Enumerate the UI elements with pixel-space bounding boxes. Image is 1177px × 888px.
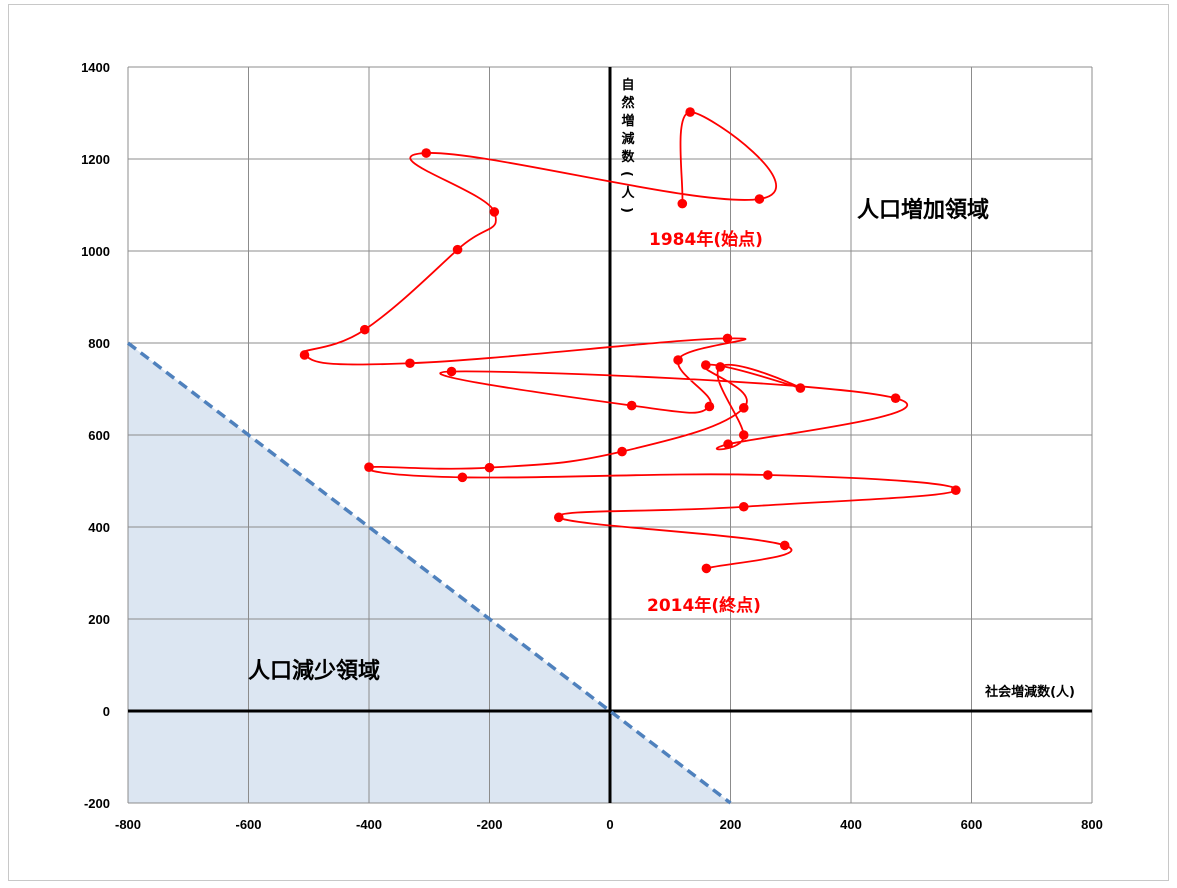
data-point [677,198,688,209]
start-annotation: 1984年(始点) [649,229,763,250]
data-point [795,383,806,393]
data-point [617,446,627,457]
y-axis-label-char: 数 [621,149,635,165]
data-point [754,194,765,204]
increase-region-label: 人口増加領域 [857,197,989,223]
data-point [421,148,432,158]
tick-labels: -800 -600 -400 -200 0 200 400 600 800 -200 0 200 400… [81,60,1103,832]
data-point [763,470,773,480]
reference-line [126,341,732,805]
data-point [364,462,374,473]
x-tick-label: -600 [235,817,261,832]
x-tick-label: -200 [476,817,502,832]
series-trajectory [299,107,961,574]
annotations: 人口増加領域 人口減少領域 1984年(始点) 2014年(終点) 社会増減数(… [248,197,1075,700]
data-point [405,358,415,369]
data-point [685,107,695,117]
data-point [890,393,901,404]
x-tick-label: 200 [720,817,742,832]
chart-frame: -800 -600 -400 -200 0 200 400 600 800 -200 0 200 400… [8,4,1169,881]
y-axis-label-char: 増 [621,113,634,129]
data-point [452,244,463,255]
reference-line-dashed [126,341,732,805]
y-tick-label: 600 [88,428,110,443]
y-tick-label: 1000 [81,244,110,259]
data-point [704,401,715,412]
y-axis-label-char: 減 [621,131,634,147]
data-point [722,333,733,344]
y-tick-label: -200 [84,796,110,811]
data-point [299,350,310,360]
data-point [484,462,495,473]
data-point [723,439,733,450]
chart-svg: -800 -600 -400 -200 0 200 400 600 800 -200 0 200 400… [81,60,1103,832]
x-tick-label: -400 [356,817,382,832]
data-point [359,324,370,335]
x-tick-label: 400 [840,817,862,832]
y-tick-label: 800 [88,336,110,351]
data-point [489,207,500,217]
data-point [779,540,790,551]
x-tick-label: 600 [961,817,983,832]
data-point [626,400,637,411]
series-line [301,111,957,570]
decrease-region-label: 人口減少領域 [248,658,380,684]
data-point [673,355,683,365]
data-point [738,403,749,413]
x-tick-label: 800 [1081,817,1103,832]
x-axis-label: 社会増減数(人) [984,684,1075,700]
data-point [738,430,749,440]
data-point [951,485,961,496]
x-tick-label: 0 [606,817,613,832]
y-axis-label-char: 自 [621,77,634,93]
y-tick-label: 400 [88,520,110,535]
y-axis-label-char: ) [619,207,634,213]
end-annotation: 2014年(終点) [647,595,761,616]
data-point [701,563,712,574]
data-point [553,512,564,523]
data-point [457,472,468,483]
y-axis-label-char: 然 [621,95,634,111]
y-axis-label-char: ( [619,171,634,177]
y-tick-label: 1200 [81,152,110,167]
axes [128,67,1092,803]
data-point [700,360,711,370]
y-tick-label: 0 [103,704,110,719]
data-point [738,501,749,512]
y-axis-label-char: 人 [621,185,635,201]
y-tick-label: 1400 [81,60,110,75]
data-point [715,362,726,372]
x-tick-label: -800 [115,817,141,832]
data-point [446,366,457,377]
y-tick-label: 200 [88,612,110,627]
